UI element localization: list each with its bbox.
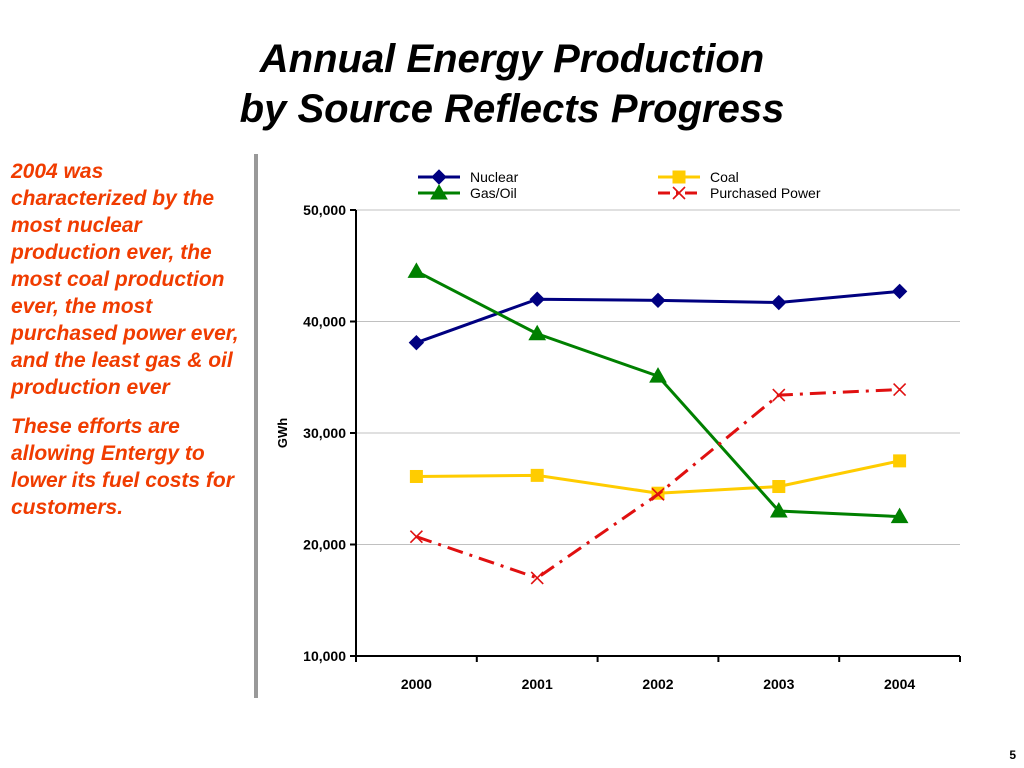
legend-marker-purchased-power [672, 186, 686, 200]
legend-label-gas-oil: Gas/Oil [470, 185, 517, 201]
legend-marker-nuclear [431, 169, 447, 185]
page-number: 5 [1009, 748, 1016, 762]
point-purchased-power [409, 530, 423, 544]
point-coal [409, 469, 423, 483]
point-coal [893, 454, 907, 468]
title-line-1: Annual Energy Production [259, 37, 765, 81]
series-line-gas-oil [415, 269, 900, 519]
y-tick-label: 10,000 [303, 648, 346, 664]
vertical-divider [254, 154, 258, 698]
sidebar-text: 2004 was characterized by the most nucle… [11, 158, 243, 533]
x-tick-label: 2000 [401, 676, 432, 692]
y-tick-label: 50,000 [303, 202, 346, 218]
y-axis-label: GWh [275, 418, 290, 448]
point-gas-oil [649, 367, 667, 383]
x-tick-label: 2004 [884, 676, 915, 692]
point-purchased-power [893, 382, 907, 397]
y-tick-label: 20,000 [303, 537, 346, 553]
series-line-purchased-power [415, 388, 900, 580]
title-line-2: by Source Reflects Progress [239, 87, 785, 131]
point-nuclear [891, 283, 908, 300]
legend-label-coal: Coal [710, 169, 739, 185]
point-purchased-power [651, 487, 665, 501]
point-nuclear [408, 334, 425, 351]
point-coal [772, 480, 786, 494]
x-tick-label: 2001 [522, 676, 553, 692]
sidebar-paragraph-2: These efforts are allowing Entergy to lo… [11, 415, 234, 519]
y-tick-label: 40,000 [303, 314, 346, 330]
point-purchased-power [772, 388, 786, 402]
point-purchased-power [530, 571, 544, 585]
point-gas-oil [528, 324, 547, 341]
x-tick-label: 2003 [763, 676, 794, 692]
point-nuclear [650, 292, 666, 309]
point-gas-oil [769, 502, 788, 518]
sidebar-paragraph-1: 2004 was characterized by the most nucle… [11, 160, 239, 399]
x-tick-label: 2002 [642, 676, 673, 692]
point-nuclear [771, 294, 787, 311]
legend-marker-gas-oil [430, 183, 448, 200]
slide-title: Annual Energy Production by Source Refle… [0, 34, 1024, 134]
line-chart: 10,000 20,000 30,000 40,000 50,000 2000 2001 20… [275, 169, 961, 692]
point-coal [530, 468, 544, 482]
legend-marker-coal [672, 170, 686, 184]
point-nuclear [529, 291, 545, 307]
legend-label-purchased-power: Purchased Power [710, 185, 821, 201]
point-gas-oil [890, 507, 909, 524]
point-gas-oil [407, 262, 426, 278]
y-tick-label: 30,000 [303, 425, 346, 441]
legend-label-nuclear: Nuclear [470, 169, 519, 185]
